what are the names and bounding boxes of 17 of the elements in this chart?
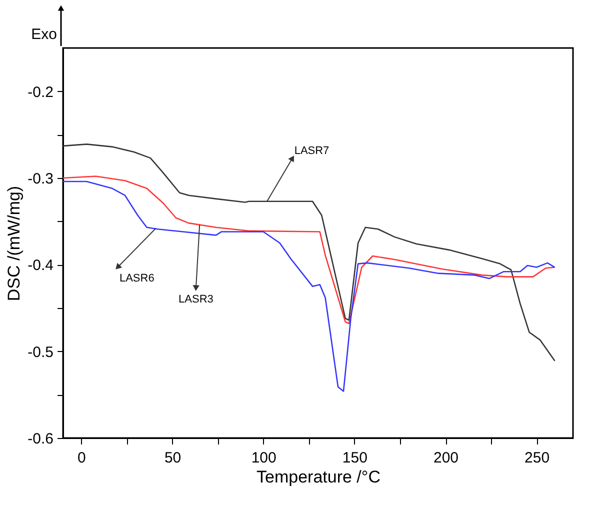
annotation: LASR6 bbox=[119, 272, 154, 285]
y-tick-label: -0.6 bbox=[28, 430, 54, 448]
y-tick-label: -0.4 bbox=[28, 257, 54, 274]
annotation: LASR3 bbox=[178, 293, 214, 306]
x-tick-label: 0 bbox=[78, 450, 86, 466]
y-tick-label: -0.2 bbox=[28, 84, 54, 101]
y-axis-title: DSC /(mW/mg) bbox=[4, 186, 24, 302]
x-tick-label: 250 bbox=[524, 450, 550, 466]
annotation: LASR7 bbox=[294, 145, 330, 158]
x-tick-label: 50 bbox=[164, 450, 182, 466]
y-tick-label: -0.3 bbox=[28, 170, 54, 188]
x-tick-label: 200 bbox=[433, 450, 459, 466]
x-axis-title: Temperature /°C bbox=[256, 468, 380, 486]
x-tick-label: 150 bbox=[342, 450, 368, 466]
x-tick-label: 100 bbox=[251, 450, 276, 466]
text: Exo bbox=[31, 26, 57, 43]
y-tick-label: -0.5 bbox=[28, 344, 54, 361]
